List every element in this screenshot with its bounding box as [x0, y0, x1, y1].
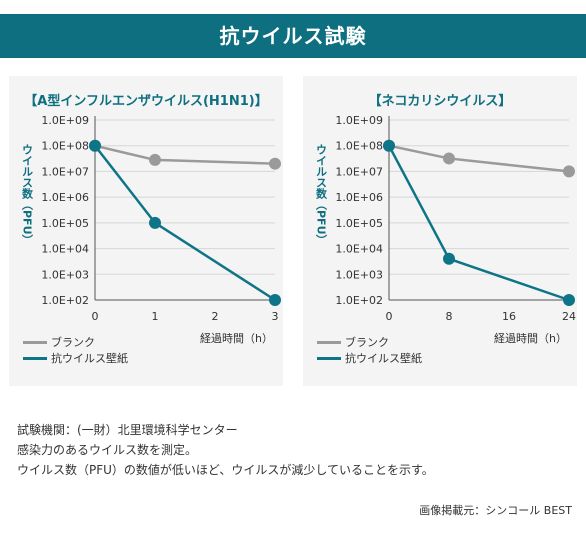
data-point-antiviral: [149, 216, 161, 229]
x-tick-label: 3: [272, 310, 279, 323]
y-tick-label: 1.0E+02: [335, 294, 383, 307]
x-tick-label: 0: [386, 310, 393, 323]
y-tick-label: 1.0E+06: [41, 191, 89, 204]
data-point-blank: [563, 165, 575, 178]
y-tick-label: 1.0E+05: [41, 217, 89, 230]
x-tick-label: 16: [502, 310, 516, 323]
note-explanation: ウイルス数（PFU）の数値が低いほど、ウイルスが減少していることを示す。: [17, 463, 434, 477]
data-point-blank: [149, 153, 161, 166]
data-point-antiviral: [443, 252, 455, 265]
x-tick-label: 24: [562, 310, 576, 323]
data-point-blank: [269, 157, 281, 170]
legend-swatch-blank: [23, 340, 47, 344]
y-tick-label: 1.0E+07: [41, 165, 89, 178]
x-tick-label: 2: [212, 310, 219, 323]
chart-title: 【ネコカリシウイルス】: [368, 94, 512, 109]
y-tick-label: 1.0E+07: [335, 165, 383, 178]
series-line-blank: [388, 144, 570, 173]
y-tick-label: 1.0E+04: [335, 243, 383, 256]
legend-swatch-blank: [317, 340, 341, 344]
legend-swatch-antiviral: [23, 356, 47, 360]
y-axis-label: ウイルス数（PFU）: [315, 144, 329, 246]
note-test-institution: 試験機関：(一財）北里環境科学センター: [17, 423, 238, 437]
data-point-antiviral: [383, 139, 395, 152]
legend-label-blank: ブランク: [51, 336, 95, 349]
y-tick-label: 1.0E+03: [41, 268, 89, 281]
y-tick-label: 1.0E+09: [335, 114, 383, 127]
legend-label-antiviral: 抗ウイルス壁紙: [345, 352, 422, 365]
legend-swatch-antiviral: [317, 356, 341, 360]
data-point-antiviral: [89, 139, 101, 152]
data-point-antiviral: [563, 294, 575, 306]
y-tick-label: 1.0E+08: [41, 140, 89, 153]
y-axis-label: ウイルス数（PFU）: [21, 144, 35, 246]
y-tick-label: 1.0E+04: [41, 243, 89, 256]
notes: 試験機関：(一財）北里環境科学センター 感染力のあるウイルス数を測定。 ウイルス…: [17, 420, 434, 480]
y-tick-label: 1.0E+03: [335, 268, 383, 281]
x-tick-label: 1: [152, 310, 159, 323]
x-axis-label: 経過時間（h）: [200, 332, 273, 345]
x-tick-label: 8: [446, 310, 453, 323]
chart-influenza: 1.0E+02 1.0E+03 1.0E+04 1.0E+05 1.0E+06 1.0E+…: [21, 114, 281, 345]
y-tick-label: 1.0E+02: [41, 294, 89, 307]
data-point-antiviral: [269, 294, 281, 306]
chart-title: 【A型インフルエンザウイルス(H1N1)】: [24, 94, 268, 109]
series-line-blank: [94, 144, 276, 165]
x-tick-label: 0: [92, 310, 99, 323]
legend-label-blank: ブランク: [345, 336, 389, 349]
chart-panel-calicivirus: 【ネコカリシウイルス】 1.0E+02 1.0E+03 1.0E+04 1.0E+05…: [303, 76, 577, 386]
data-point-blank: [443, 152, 455, 165]
y-tick-label: 1.0E+06: [335, 191, 383, 204]
legend: ブランク 抗ウイルス壁紙: [23, 334, 128, 366]
legend-item-antiviral: 抗ウイルス壁紙: [317, 350, 422, 366]
y-tick-label: 1.0E+09: [41, 114, 89, 127]
legend: ブランク 抗ウイルス壁紙: [317, 334, 422, 366]
page-title: 抗ウイルス試験: [0, 14, 586, 58]
legend-item-antiviral: 抗ウイルス壁紙: [23, 350, 128, 366]
chart-panel-influenza: 【A型インフルエンザウイルス(H1N1)】 1.0E+02 1.0E+03 1.0E…: [9, 76, 283, 386]
note-measurement: 感染力のあるウイルス数を測定。: [17, 443, 198, 457]
header: 抗ウイルス試験: [0, 0, 586, 64]
x-axis-label: 経過時間（h）: [494, 332, 567, 345]
y-tick-label: 1.0E+08: [335, 140, 383, 153]
image-credit: 画像掲載元：シンコール BEST: [419, 504, 572, 517]
chart-calicivirus: 1.0E+02 1.0E+03 1.0E+04 1.0E+05 1.0E+06 1.0E+…: [315, 114, 577, 345]
legend-label-antiviral: 抗ウイルス壁紙: [51, 352, 128, 365]
legend-item-blank: ブランク: [317, 334, 422, 350]
legend-item-blank: ブランク: [23, 334, 128, 350]
y-tick-label: 1.0E+05: [335, 217, 383, 230]
